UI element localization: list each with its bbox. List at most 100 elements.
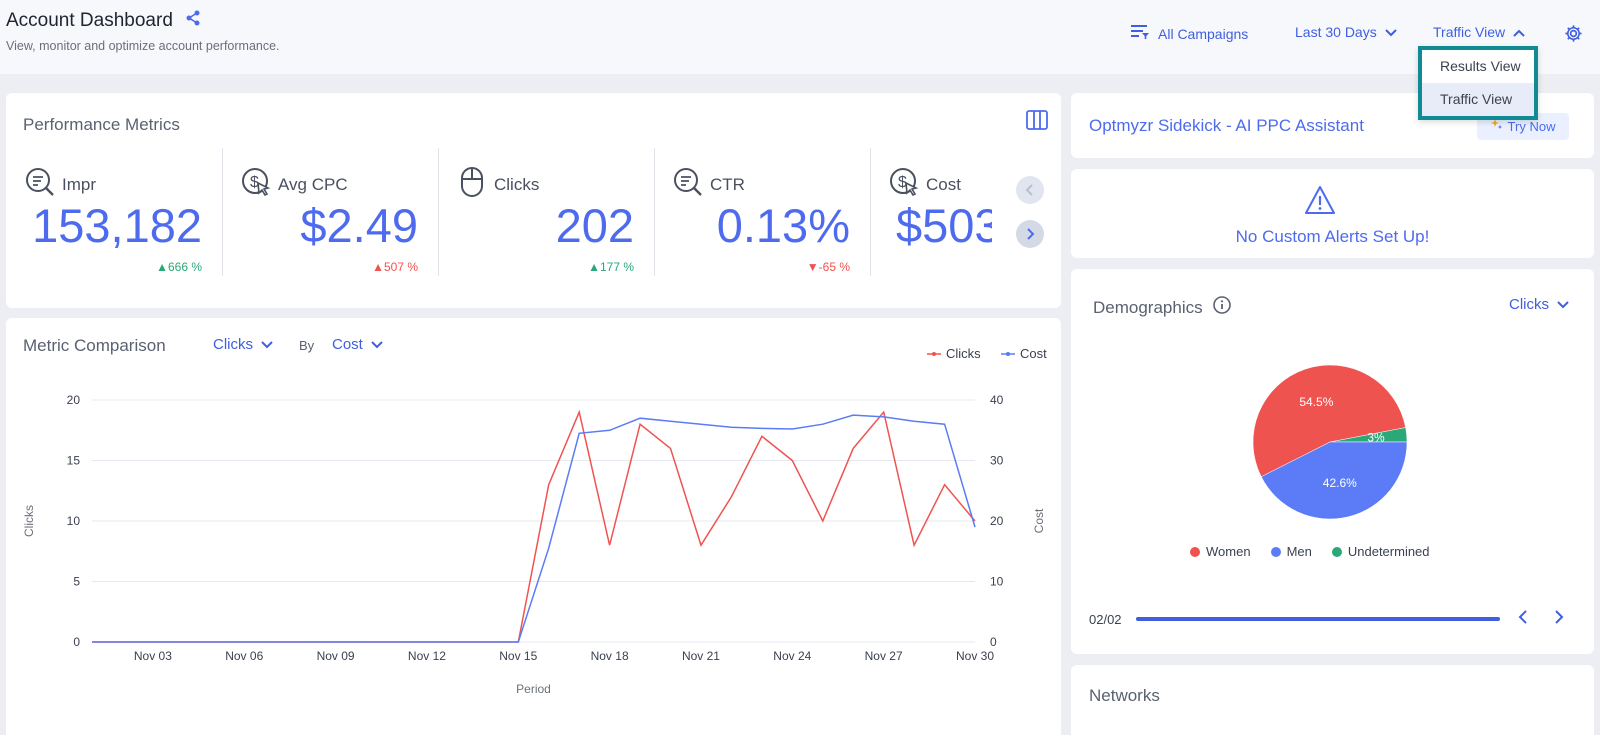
date-range-select[interactable]: Last 30 Days <box>1295 24 1397 40</box>
x-tick-label: Nov 30 <box>956 649 994 663</box>
campaign-filter-button[interactable]: All Campaigns <box>1130 24 1248 43</box>
legend-label: Women <box>1206 544 1251 559</box>
campaign-filter-label: All Campaigns <box>1158 25 1249 42</box>
chevron-right-icon <box>1027 228 1035 240</box>
series-line-cost <box>92 414 976 643</box>
metric2-label: Cost <box>332 336 363 353</box>
view-option-traffic[interactable]: Traffic View <box>1422 83 1534 116</box>
view-option-results[interactable]: Results View <box>1440 58 1521 74</box>
date-range-label: Last 30 Days <box>1295 24 1377 40</box>
y2-tick-label: 10 <box>990 575 1004 589</box>
legend-label-cost: Cost <box>1020 346 1047 361</box>
pie-data-label-women: 54.5% <box>1299 395 1333 409</box>
pie-slice-men <box>1260 441 1408 520</box>
try-now-label: Try Now <box>1507 119 1556 134</box>
demographics-metric-label: Clicks <box>1509 296 1549 313</box>
x-tick-label: Nov 03 <box>134 649 172 663</box>
legend-label: Men <box>1286 544 1312 559</box>
women-dot <box>1190 546 1200 557</box>
columns-icon[interactable] <box>1026 110 1048 135</box>
x-tick-label: Nov 24 <box>773 649 811 663</box>
chevron-down-icon <box>1385 24 1397 40</box>
y-tick-label: 15 <box>67 454 81 468</box>
pie-slice-women <box>1252 364 1406 478</box>
x-axis-label: Period <box>516 682 551 696</box>
networks-card <box>1071 665 1594 735</box>
sidekick-title[interactable]: Optmyzr Sidekick - AI PPC Assistant <box>1089 116 1364 135</box>
metric1-select[interactable]: Clicks <box>213 336 273 353</box>
y-tick-label: 20 <box>67 393 81 407</box>
demographics-legend: Women Men Undetermined <box>1190 544 1430 559</box>
demographics-metric-select[interactable]: Clicks <box>1509 296 1569 313</box>
demographics-pie-chart: 54.5% 3% 42.6% <box>1252 364 1408 520</box>
x-tick-label: Nov 06 <box>225 649 263 663</box>
pager-next-button[interactable] <box>1552 610 1564 629</box>
top-bar: Account Dashboard View, monitor and opti… <box>0 0 1600 74</box>
metric-comparison-card <box>6 318 1061 735</box>
view-select-label: Traffic View <box>1433 24 1506 40</box>
chevron-down-icon <box>1557 296 1569 313</box>
chevron-up-icon <box>1513 24 1525 40</box>
pie-data-label-men: 42.6% <box>1323 476 1357 490</box>
filter-list-icon <box>1130 24 1150 43</box>
metric-comparison-chart: 0 5 10 15 20 0 10 20 30 40 Nov 03 Nov 06 Nov 09 Nov 1… <box>22 346 1047 696</box>
legend-men[interactable]: Men <box>1270 544 1312 559</box>
share-icon[interactable] <box>185 10 201 32</box>
demographics-title-row: Demographics <box>1093 296 1231 319</box>
men-dot <box>1270 546 1281 557</box>
undetermined-dot <box>1331 546 1342 557</box>
networks-title: Networks <box>1089 686 1160 705</box>
chevron-left-icon <box>1025 184 1033 196</box>
legend-label-clicks: Clicks <box>946 346 981 361</box>
info-icon[interactable] <box>1212 296 1231 319</box>
pager-prev-button[interactable] <box>1518 610 1530 629</box>
y-tick-label: 10 <box>67 514 81 528</box>
view-dropdown-menu: Results View Traffic View <box>1418 46 1538 120</box>
y2-tick-label: 30 <box>990 454 1004 468</box>
performance-metrics-title: Performance Metrics <box>23 115 180 134</box>
pager-track <box>1136 617 1500 621</box>
y2-axis-label: Cost <box>1032 508 1046 533</box>
view-select[interactable]: Traffic View <box>1433 24 1525 40</box>
y2-tick-label: 0 <box>990 635 997 649</box>
y-axis-label: Clicks <box>22 505 36 537</box>
pager-text: 02/02 <box>1089 612 1122 627</box>
title-block: Account Dashboard View, monitor and opti… <box>6 10 280 53</box>
x-tick-label: Nov 09 <box>317 649 355 663</box>
x-tick-label: Nov 12 <box>408 649 446 663</box>
y-tick-label: 0 <box>73 635 80 649</box>
y2-tick-label: 40 <box>990 393 1004 407</box>
pager-progress <box>1136 617 1500 621</box>
series-line-clicks <box>92 409 976 643</box>
chevron-left-icon <box>1518 610 1527 624</box>
demographics-title: Demographics <box>1093 297 1203 317</box>
metric2-select[interactable]: Cost <box>332 336 383 353</box>
chevron-down-icon <box>371 336 383 353</box>
legend-undetermined[interactable]: Undetermined <box>1331 544 1430 559</box>
metrics-prev-button[interactable] <box>1016 176 1044 204</box>
metrics-next-button[interactable] <box>1016 220 1044 248</box>
metric-comparison-title: Metric Comparison <box>23 336 166 355</box>
y-tick-label: 5 <box>73 575 80 589</box>
alerts-message: No Custom Alerts Set Up! <box>1235 227 1430 246</box>
page-subtitle: View, monitor and optimize account perfo… <box>6 39 280 53</box>
x-tick-label: Nov 27 <box>865 649 903 663</box>
sparkle-icon <box>1490 119 1503 134</box>
page-title: Account Dashboard <box>6 10 173 31</box>
legend-label: Undetermined <box>1347 544 1430 559</box>
legend-marker-clicks <box>932 352 936 356</box>
pie-data-label-undetermined: 3% <box>1367 431 1385 445</box>
metric1-label: Clicks <box>213 336 253 353</box>
x-tick-label: Nov 18 <box>591 649 629 663</box>
chevron-right-icon <box>1555 610 1564 624</box>
page-title-row: Account Dashboard <box>6 10 280 32</box>
performance-metrics-card <box>6 93 1061 308</box>
legend-marker-cost <box>1006 352 1010 356</box>
x-tick-label: Nov 21 <box>682 649 720 663</box>
chevron-down-icon <box>261 336 273 353</box>
legend-women[interactable]: Women <box>1190 544 1251 559</box>
x-tick-label: Nov 15 <box>499 649 537 663</box>
warning-icon <box>1304 185 1336 220</box>
y2-tick-label: 20 <box>990 514 1004 528</box>
settings-gear-icon[interactable] <box>1564 24 1583 48</box>
